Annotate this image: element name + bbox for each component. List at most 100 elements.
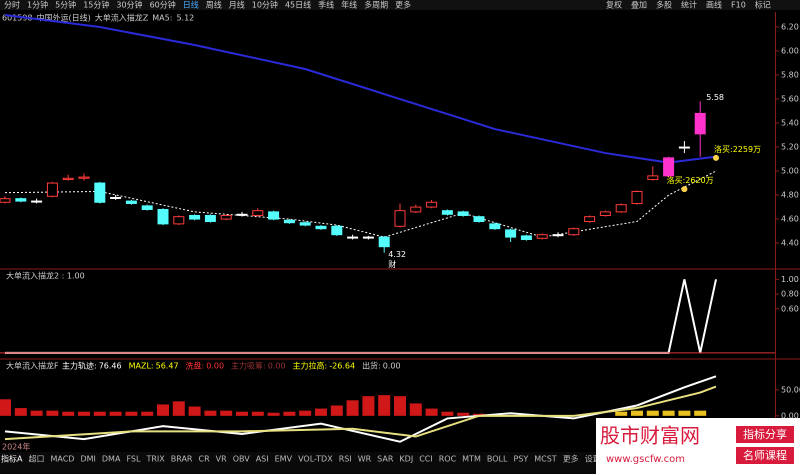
toolbar-button[interactable]: 10分钟 xyxy=(252,0,278,10)
panel-title: 大单流入描龙F xyxy=(6,361,59,371)
toolbar-button[interactable]: 周线 xyxy=(206,0,222,10)
candle-body xyxy=(110,196,122,199)
legend-name: 主力吸筹: xyxy=(231,361,266,371)
tab[interactable]: WR xyxy=(358,455,372,464)
candle-body xyxy=(315,225,327,230)
tab[interactable]: FSL xyxy=(126,455,141,464)
toolbar-button[interactable]: 画线 xyxy=(706,0,722,10)
tab[interactable]: MACD xyxy=(50,455,74,464)
y-tick-label: 50.00 xyxy=(781,385,800,394)
tag[interactable]: 指标分享 xyxy=(743,427,787,441)
tab[interactable]: 更多 xyxy=(563,454,579,464)
tab[interactable]: VR xyxy=(216,455,227,464)
toolbar-button[interactable]: 年线 xyxy=(341,0,357,10)
candle-body xyxy=(331,225,343,236)
toolbar-button[interactable]: 15分钟 xyxy=(83,0,109,10)
candle-body xyxy=(552,234,564,237)
toolbar-button[interactable]: 5分钟 xyxy=(55,0,76,10)
bar xyxy=(283,411,296,416)
bar xyxy=(0,399,11,416)
mark-label: 财 xyxy=(388,259,396,269)
tab[interactable]: BRAR xyxy=(171,455,193,464)
tab[interactable]: VOL-TDX xyxy=(298,455,333,464)
toolbar-button[interactable]: F10 xyxy=(731,1,746,10)
tab[interactable]: ROC xyxy=(439,455,457,464)
toolbar-button[interactable]: 标记 xyxy=(755,0,771,10)
tab[interactable]: MCST xyxy=(534,455,557,464)
toolbar-button[interactable]: 季线 xyxy=(318,0,334,10)
y-tick-label: 4.80 xyxy=(781,191,799,200)
y-tick-label: 0.60 xyxy=(781,304,799,313)
candle-body xyxy=(694,112,706,135)
bar xyxy=(267,412,280,416)
tab[interactable]: CCI xyxy=(419,455,433,464)
tab[interactable]: KDJ xyxy=(399,455,413,464)
tab[interactable]: 设置 xyxy=(585,454,601,464)
tab[interactable]: 指标A xyxy=(1,454,23,464)
y-tick-label: 1.00 xyxy=(781,275,799,284)
tab[interactable]: DMA xyxy=(102,455,121,464)
toolbar-button[interactable]: 30分钟 xyxy=(116,0,142,10)
toolbar-button[interactable]: 统计 xyxy=(681,0,697,10)
bar xyxy=(30,410,43,416)
candle-body xyxy=(220,214,232,220)
toolbar-button[interactable]: 45日线 xyxy=(285,0,311,10)
tab[interactable]: 超口 xyxy=(28,454,44,464)
toolbar-button[interactable]: 叠加 xyxy=(631,0,647,10)
bar xyxy=(251,411,264,416)
legend-name: 主力轨迹: xyxy=(62,361,97,371)
candle-body xyxy=(0,198,11,203)
tab[interactable]: PSY xyxy=(513,455,528,464)
tab[interactable]: OBV xyxy=(233,455,251,464)
candle-body xyxy=(426,201,438,208)
toolbar-button[interactable]: 分时 xyxy=(4,0,20,10)
bar xyxy=(46,410,59,416)
bar xyxy=(93,411,106,416)
bar xyxy=(362,396,375,416)
legend-value: 0.00 xyxy=(383,362,401,371)
candle-body xyxy=(489,223,501,230)
candle-body xyxy=(236,213,248,216)
toolbar-button[interactable]: 复权 xyxy=(606,0,622,10)
toolbar-button[interactable]: 多股 xyxy=(656,0,672,10)
tab[interactable]: BOLL xyxy=(487,455,508,464)
candle-body xyxy=(394,210,406,227)
y-tick-label: 5.80 xyxy=(781,71,799,80)
toolbar-button[interactable]: 更多 xyxy=(395,0,411,10)
chart-header: 5.12 xyxy=(176,14,194,23)
bar xyxy=(220,410,233,416)
tab[interactable]: SAR xyxy=(377,455,394,464)
watermark: 股市财富网 www.gscfw.com 指标分享 名师课程 xyxy=(596,418,800,474)
candle-body xyxy=(663,157,675,177)
toolbar-button[interactable]: 日线 xyxy=(183,0,199,10)
chart-header: MA5: xyxy=(152,14,172,23)
bar xyxy=(172,401,185,416)
legend-value: 56.47 xyxy=(156,362,179,371)
tab[interactable]: EMV xyxy=(275,455,293,464)
tab[interactable]: DMI xyxy=(80,455,95,464)
toolbar-button[interactable]: 60分钟 xyxy=(150,0,176,10)
candle-body xyxy=(631,190,643,204)
candle-body xyxy=(441,210,453,215)
y-tick-label: 5.20 xyxy=(781,143,799,152)
toolbar-button[interactable]: 月线 xyxy=(229,0,245,10)
tab[interactable]: ASI xyxy=(256,455,269,464)
legend-value: -26.64 xyxy=(329,362,355,371)
legend-value: 0.00 xyxy=(206,362,224,371)
tab[interactable]: CR xyxy=(199,455,211,464)
bar xyxy=(78,411,90,416)
tab[interactable]: TRIX xyxy=(145,455,165,464)
y-tick-label: 5.00 xyxy=(781,167,799,176)
tab[interactable]: RSI xyxy=(339,455,352,464)
candle-body xyxy=(157,208,169,225)
toolbar-button[interactable]: 1分钟 xyxy=(27,0,48,10)
bar xyxy=(425,408,438,416)
toolbar-button[interactable]: 多周期 xyxy=(364,0,388,10)
candle-body xyxy=(362,236,374,239)
candle-body xyxy=(46,182,58,197)
tab[interactable]: MTM xyxy=(462,455,481,464)
tag[interactable]: 名师课程 xyxy=(743,448,787,462)
candle-body xyxy=(189,214,201,220)
candle-body xyxy=(520,235,532,240)
